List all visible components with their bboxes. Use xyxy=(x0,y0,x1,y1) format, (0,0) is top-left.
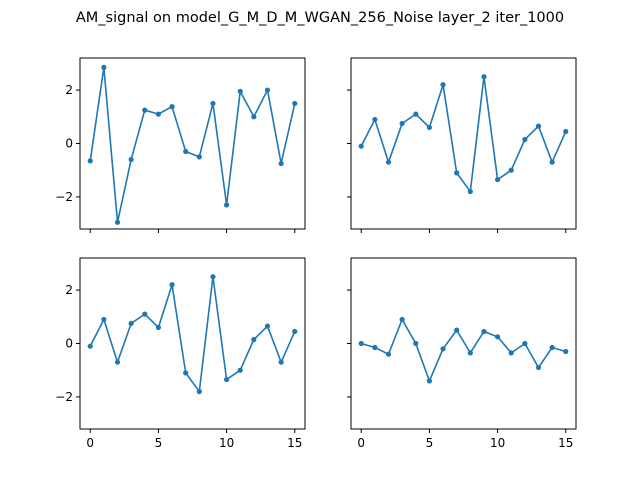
axes-frame xyxy=(79,57,306,230)
series-line xyxy=(361,318,566,382)
data-point xyxy=(278,160,284,167)
y-tick-label: 0 xyxy=(65,137,73,151)
data-point xyxy=(563,348,569,355)
data-point xyxy=(128,156,134,163)
data-point xyxy=(196,154,202,160)
x-tick-label: 10 xyxy=(490,436,505,450)
data-point xyxy=(264,87,271,93)
data-point xyxy=(372,344,378,351)
data-point xyxy=(481,74,487,80)
data-point xyxy=(114,359,121,365)
y-tick-label: 0 xyxy=(65,337,73,351)
data-point xyxy=(87,158,93,164)
subplot-bottom-left: 0 5 10 15 −2 0 2 xyxy=(55,257,306,450)
x-tick-label: 0 xyxy=(357,436,365,450)
y-tick-label: 2 xyxy=(65,83,73,97)
data-point xyxy=(101,316,107,323)
data-point xyxy=(292,328,298,335)
x-tick-label: 10 xyxy=(219,436,234,450)
data-point xyxy=(210,100,216,107)
data-point xyxy=(549,159,555,165)
data-point xyxy=(481,328,487,335)
x-tick-label: 15 xyxy=(558,436,573,450)
data-point xyxy=(183,148,189,155)
x-tick-label: 5 xyxy=(426,436,434,450)
data-point xyxy=(114,219,121,225)
data-point xyxy=(251,114,257,120)
data-point xyxy=(454,327,460,333)
subplot-bottom-right: 0 5 10 15 xyxy=(347,257,577,450)
data-point xyxy=(399,120,405,127)
data-point xyxy=(413,340,419,347)
data-point xyxy=(426,124,433,131)
series-line xyxy=(360,75,567,193)
axes-frame xyxy=(350,57,577,230)
subplot-top-right xyxy=(347,57,577,233)
data-point xyxy=(508,350,514,356)
data-point xyxy=(535,123,542,129)
data-point xyxy=(169,282,175,288)
y-tick-label: −2 xyxy=(55,390,73,404)
data-point xyxy=(196,388,202,395)
data-point xyxy=(169,104,175,110)
data-point xyxy=(563,128,569,135)
data-point xyxy=(522,340,528,347)
data-point xyxy=(385,351,392,357)
data-point xyxy=(278,359,284,365)
data-point xyxy=(223,376,230,383)
x-tick-label: 15 xyxy=(287,436,302,450)
data-point xyxy=(372,116,378,123)
data-point xyxy=(508,167,514,173)
subplot-top-left: −2 0 2 xyxy=(55,57,306,233)
figure-title: AM_signal on model_G_M_D_M_WGAN_256_Nois… xyxy=(76,10,564,26)
x-tick-label: 5 xyxy=(155,436,163,450)
data-point xyxy=(101,64,107,70)
data-point xyxy=(522,136,528,143)
data-point xyxy=(454,170,460,176)
data-point xyxy=(223,202,230,208)
data-point xyxy=(210,274,216,280)
data-point xyxy=(494,334,501,340)
data-point xyxy=(264,323,271,329)
data-point xyxy=(399,316,405,323)
data-point xyxy=(467,350,473,356)
data-point xyxy=(549,344,555,351)
data-point xyxy=(385,159,392,165)
data-point xyxy=(128,320,134,327)
data-point xyxy=(155,111,162,117)
data-point xyxy=(413,111,419,117)
series-line xyxy=(89,66,296,224)
data-point xyxy=(292,100,298,107)
data-point xyxy=(183,370,189,376)
data-point xyxy=(155,324,162,331)
axes-frame xyxy=(350,257,577,430)
x-tick-label: 0 xyxy=(86,436,94,450)
data-point xyxy=(358,340,364,347)
series-line xyxy=(89,275,296,393)
data-point xyxy=(467,188,473,195)
data-point xyxy=(237,367,243,373)
data-point xyxy=(87,343,93,349)
data-point xyxy=(535,364,542,371)
data-point xyxy=(440,346,446,352)
data-point xyxy=(426,378,433,384)
data-point xyxy=(358,143,364,149)
subplot-grid: −2 0 2 0 5 10 15 −2 0 2 0 5 10 15 xyxy=(55,57,577,450)
data-point xyxy=(142,107,148,113)
data-point xyxy=(237,88,243,94)
data-point xyxy=(142,311,148,317)
y-tick-label: 2 xyxy=(65,283,73,297)
axes-frame xyxy=(79,257,306,430)
data-point xyxy=(251,336,257,343)
data-point xyxy=(440,82,446,88)
data-point xyxy=(494,176,501,183)
y-tick-label: −2 xyxy=(55,190,73,204)
